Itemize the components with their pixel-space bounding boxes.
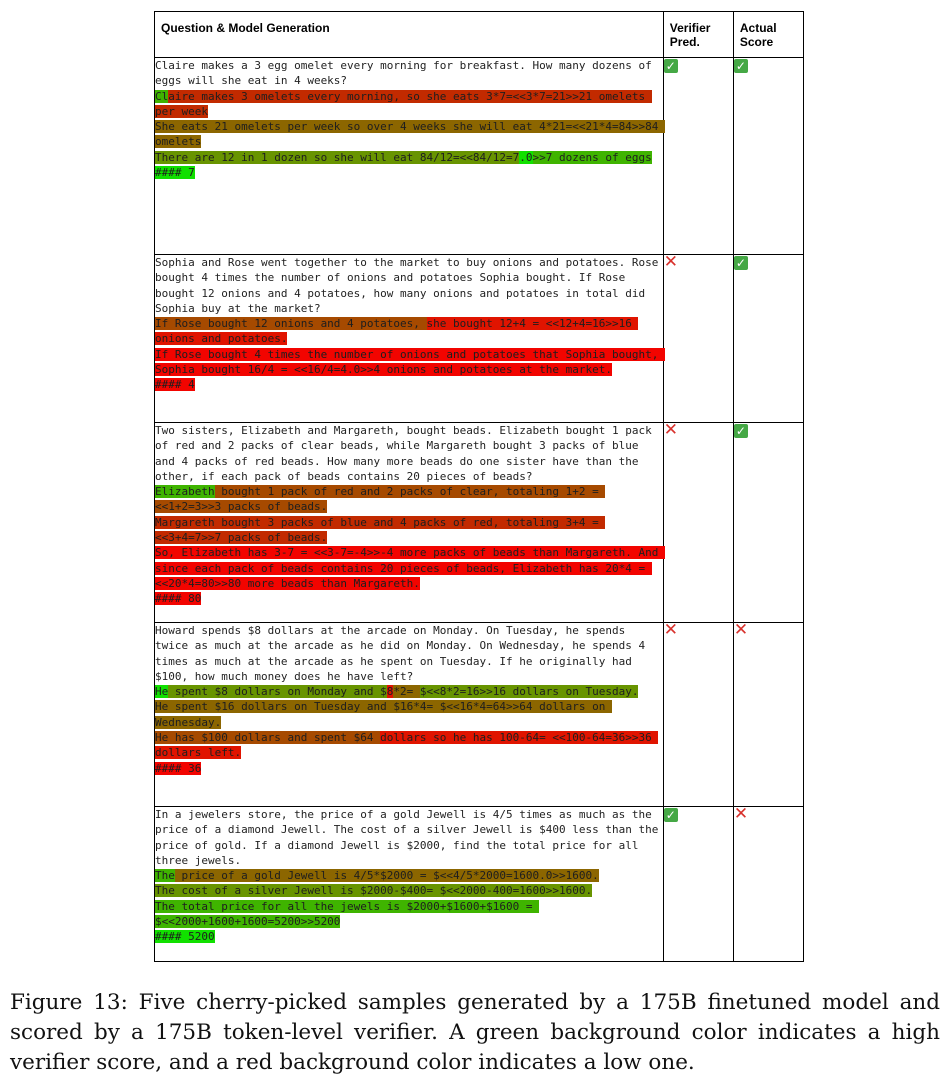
generation-token: price of a gold Jewell is 4/5*$2000 = $<… <box>174 869 599 883</box>
sample-row: Sophia and Rose went together to the mar… <box>154 252 805 423</box>
sample-row: Two sisters, Elizabeth and Margareth, bo… <box>154 420 805 623</box>
question-cell: Sophia and Rose went together to the mar… <box>154 254 665 423</box>
generation-token: spent $8 dollars on Monday and $ <box>168 685 387 699</box>
header-actual-label: Actual Score <box>739 21 777 49</box>
check-mark-icon: ✓ <box>663 59 678 73</box>
generation-token: aire makes 3 omelets every morning, so s… <box>155 89 652 118</box>
check-mark-icon: ✓ <box>663 808 678 822</box>
generation-token: The <box>155 869 175 883</box>
verifier-cell: ✕ <box>662 252 734 423</box>
generation-line: The price of a gold Jewell is 4/5*$2000 … <box>155 868 663 883</box>
generation-token: If Rose bought 12 onions and 4 potatoes, <box>155 317 427 331</box>
verifier-cell: ✓ <box>662 806 734 962</box>
generation-line: He spent $8 dollars on Monday and $8*2= … <box>155 684 663 699</box>
generation-token: #### 36 <box>155 761 202 775</box>
generation-line: There are 12 in 1 dozen so she will eat … <box>155 150 663 165</box>
cross-mark-icon: ✕ <box>663 620 679 640</box>
generation-token: Elizabeth <box>155 485 215 499</box>
question-text: Two sisters, Elizabeth and Margareth, bo… <box>155 424 659 483</box>
generation-line: The total price for all the jewels is $2… <box>155 899 663 930</box>
question-cell: Howard spends $8 dollars at the arcade o… <box>154 622 664 807</box>
verifier-cell: ✕ <box>662 620 734 807</box>
cross-mark-icon: ✕ <box>663 252 679 272</box>
actual-cell: ✕ <box>732 804 805 962</box>
generation-token: He <box>155 685 169 699</box>
question-text: Claire makes a 3 egg omelet every mornin… <box>155 59 659 88</box>
header-verifier-label: Verifier Pred. <box>669 21 711 49</box>
check-mark-icon: ✓ <box>733 424 748 438</box>
generation-line: If Rose bought 12 onions and 4 potatoes,… <box>155 316 663 347</box>
generation-line: #### 4 <box>155 377 663 392</box>
question-text: Sophia and Rose went together to the mar… <box>155 256 665 315</box>
header-actual: Actual Score <box>732 11 805 58</box>
actual-cell: ✕ <box>732 620 805 807</box>
generation-token: He has $100 dollars and spent $64 <box>155 731 381 745</box>
question-text: Howard spends $8 dollars at the arcade o… <box>155 624 652 683</box>
generation-token: *2= <box>393 685 420 699</box>
generation-token: Cl <box>155 89 169 103</box>
verifier-cell: ✓ <box>662 57 734 255</box>
sample-row: Howard spends $8 dollars at the arcade o… <box>154 620 805 807</box>
generation-line: #### 7 <box>155 165 663 180</box>
question-cell: Claire makes a 3 egg omelet every mornin… <box>154 57 665 255</box>
samples-table: Question & Model Generation Verifier Pre… <box>154 11 805 962</box>
generation-line: She eats 21 omelets per week so over 4 w… <box>155 119 665 150</box>
generation-line: If Rose bought 4 times the number of oni… <box>155 347 665 378</box>
generation-token: #### 5200 <box>155 930 215 944</box>
check-mark-icon: ✓ <box>733 59 748 73</box>
check-mark-icon: ✓ <box>733 256 748 270</box>
generation-token: If Rose bought 4 times the number of oni… <box>155 347 665 377</box>
header-question: Question & Model Generation <box>154 11 664 58</box>
question-text: In a jewelers store, the price of a gold… <box>155 808 665 867</box>
generation-line: #### 80 <box>155 591 663 606</box>
generation-line: Elizabeth bought 1 pack of red and 2 pac… <box>155 484 663 515</box>
cross-mark-icon: ✕ <box>733 804 749 824</box>
actual-cell: ✓ <box>732 254 805 423</box>
cross-mark-icon: ✕ <box>733 620 749 640</box>
generation-token: Margareth bought 3 packs of blue and 4 p… <box>155 515 606 545</box>
cross-mark-icon: ✕ <box>663 420 679 440</box>
generation-token: He spent $16 dollars on Tuesday and $16*… <box>155 700 612 729</box>
generation-token: There are 12 in 1 dozen so she will eat … <box>155 150 520 164</box>
generation-line: So, Elizabeth has 3-7 = <<3-7=-4>>-4 mor… <box>155 545 665 591</box>
generation-line: The cost of a silver Jewell is $2000-$40… <box>155 883 663 898</box>
generation-token: #### 80 <box>155 592 202 606</box>
generation-token: The total price for all the jewels is $2… <box>155 899 540 929</box>
actual-cell: ✓ <box>732 57 805 255</box>
generation-line: #### 36 <box>155 761 663 776</box>
generation-line: He spent $16 dollars on Tuesday and $16*… <box>155 699 663 730</box>
generation-token: She eats 21 omelets per week so over 4 w… <box>155 120 665 149</box>
question-cell: Two sisters, Elizabeth and Margareth, bo… <box>154 422 665 623</box>
generation-token: #### 4 <box>155 378 195 392</box>
generation-token: So, Elizabeth has 3-7 = <<3-7=-4>>-4 mor… <box>155 546 665 590</box>
figure-caption: Figure 13: Five cherry-picked samples ge… <box>10 990 940 1075</box>
generation-line: Margareth bought 3 packs of blue and 4 p… <box>155 515 663 546</box>
sample-row: In a jewelers store, the price of a gold… <box>154 804 805 962</box>
generation-token: .0 <box>519 150 533 164</box>
question-cell: In a jewelers store, the price of a gold… <box>154 806 665 962</box>
header-verifier: Verifier Pred. <box>662 11 734 58</box>
generation-token: bought 1 pack of red and 2 packs of clea… <box>155 485 606 514</box>
actual-cell: ✓ <box>732 422 805 623</box>
generation-token: #### 7 <box>155 166 195 180</box>
generation-line: #### 5200 <box>155 929 663 944</box>
generation-token: >>7 dozens of eggs <box>532 150 652 164</box>
generation-token: The cost of a silver Jewell is $2000-$40… <box>155 884 593 898</box>
verifier-cell: ✕ <box>662 420 734 623</box>
header-row: Question & Model Generation Verifier Pre… <box>154 11 805 58</box>
generation-line: Claire makes 3 omelets every morning, so… <box>155 89 663 120</box>
generation-token: $<<8*2=16>>16 dollars on Tuesday. <box>419 685 639 699</box>
generation-line: He has $100 dollars and spent $64 dollar… <box>155 730 663 761</box>
generation-token: 8 <box>386 685 394 699</box>
sample-row: Claire makes a 3 egg omelet every mornin… <box>154 57 805 255</box>
